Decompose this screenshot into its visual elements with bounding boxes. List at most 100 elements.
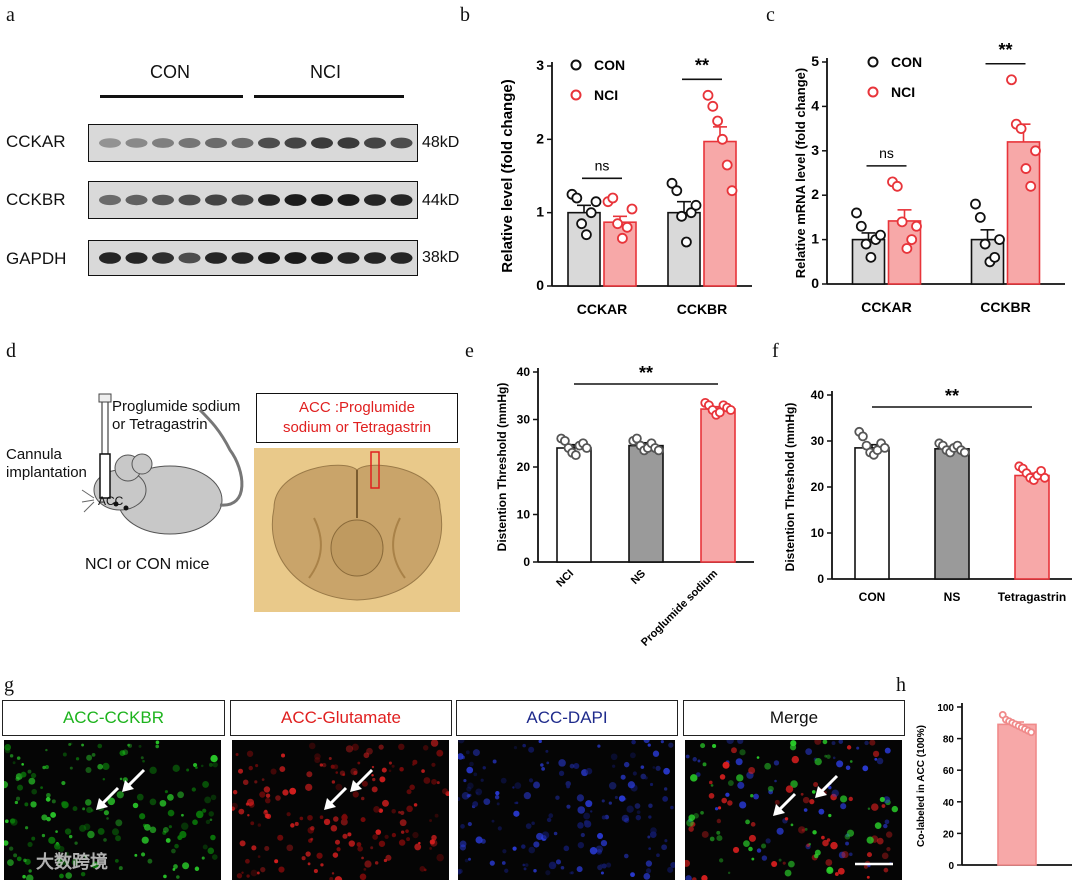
y-tick-label: 40 bbox=[811, 388, 825, 402]
cell bbox=[232, 789, 238, 795]
significance-label: ** bbox=[998, 40, 1012, 60]
bar bbox=[997, 723, 1037, 866]
y-tick-label: 30 bbox=[811, 434, 825, 448]
cell bbox=[465, 750, 470, 755]
cell bbox=[801, 828, 805, 832]
micrograph-dapi-cells bbox=[458, 740, 675, 880]
cell bbox=[282, 789, 289, 796]
cell bbox=[590, 810, 593, 813]
cell bbox=[774, 779, 777, 783]
panel-letter-h: h bbox=[896, 674, 906, 696]
watermark: 大数跨境 bbox=[36, 852, 108, 872]
blot-band bbox=[231, 137, 254, 149]
cell bbox=[83, 823, 91, 831]
cell bbox=[205, 819, 211, 825]
cell bbox=[473, 772, 478, 777]
cell bbox=[263, 786, 271, 793]
cell bbox=[434, 813, 439, 818]
y-tick-label: 20 bbox=[517, 460, 531, 474]
category-label: Proglumide sodium bbox=[639, 567, 720, 648]
cell bbox=[483, 798, 491, 806]
cell bbox=[664, 839, 668, 843]
cell bbox=[700, 743, 706, 749]
cell bbox=[232, 802, 238, 810]
cell bbox=[208, 811, 214, 817]
cell bbox=[840, 803, 847, 810]
cell bbox=[670, 861, 675, 868]
cell bbox=[140, 756, 144, 760]
cell bbox=[68, 742, 72, 746]
cell bbox=[63, 860, 70, 866]
cell bbox=[382, 799, 389, 807]
cell bbox=[645, 860, 653, 867]
blot-band bbox=[231, 194, 254, 206]
cell bbox=[250, 869, 258, 877]
cell bbox=[102, 762, 110, 771]
legend-label: CON bbox=[594, 57, 625, 73]
cell bbox=[159, 799, 167, 807]
cell bbox=[798, 826, 806, 834]
cell bbox=[165, 838, 171, 843]
cell bbox=[814, 740, 822, 745]
cell bbox=[351, 743, 359, 751]
cell bbox=[761, 855, 768, 861]
cell bbox=[558, 770, 565, 776]
cell bbox=[352, 791, 359, 798]
y-tick-label: 0 bbox=[523, 555, 530, 569]
cell bbox=[176, 875, 180, 879]
cell bbox=[800, 792, 804, 796]
cell bbox=[64, 828, 72, 835]
cell bbox=[716, 830, 721, 835]
cell bbox=[97, 827, 105, 835]
cell bbox=[648, 847, 652, 850]
bar bbox=[1006, 141, 1041, 285]
cell bbox=[656, 853, 660, 858]
cell bbox=[466, 766, 474, 774]
cell bbox=[399, 767, 404, 772]
significance-label: ** bbox=[639, 363, 653, 383]
cell bbox=[614, 795, 618, 799]
cell bbox=[91, 861, 99, 869]
cell bbox=[585, 800, 593, 808]
cell bbox=[163, 874, 167, 879]
cell bbox=[841, 850, 849, 859]
cell bbox=[876, 757, 884, 765]
cell bbox=[195, 810, 204, 819]
cell bbox=[612, 764, 616, 768]
cell bbox=[181, 813, 184, 817]
cell bbox=[839, 795, 848, 803]
chart-f-distention-tetragastrin: 0 10 20 30 40 Distention Threshold (mmHg) CON N… bbox=[783, 386, 1072, 604]
y-tick-label: 10 bbox=[517, 508, 531, 522]
cell bbox=[525, 823, 532, 829]
data-point bbox=[857, 431, 868, 442]
drug-label-line-1: Proglumide sodium bbox=[112, 398, 241, 415]
injection-site-box: ACC :Proglumide sodium or Tetragastrin bbox=[256, 393, 458, 443]
cell bbox=[475, 836, 483, 844]
y-tick-label: 0 bbox=[948, 861, 954, 872]
cell bbox=[102, 778, 106, 781]
data-point bbox=[666, 177, 678, 189]
cell bbox=[846, 745, 852, 750]
cell bbox=[127, 743, 133, 748]
cell bbox=[182, 862, 190, 870]
cell bbox=[357, 845, 363, 852]
cell bbox=[570, 871, 574, 875]
cell bbox=[69, 766, 73, 770]
cell bbox=[61, 780, 66, 786]
cell bbox=[630, 752, 636, 759]
y-axis-label: Distention Threshold (mmHg) bbox=[495, 383, 509, 552]
cell bbox=[475, 788, 483, 796]
data-point bbox=[911, 220, 922, 232]
data-point bbox=[671, 185, 683, 197]
data-point bbox=[702, 89, 714, 101]
data-point bbox=[712, 115, 724, 127]
cell bbox=[103, 810, 110, 816]
data-point bbox=[680, 236, 692, 248]
cell bbox=[830, 793, 837, 801]
cell bbox=[886, 846, 891, 852]
arrow-head bbox=[773, 804, 785, 816]
cell bbox=[620, 774, 626, 780]
cell bbox=[209, 818, 213, 822]
cell bbox=[119, 750, 126, 756]
cell bbox=[566, 804, 571, 809]
